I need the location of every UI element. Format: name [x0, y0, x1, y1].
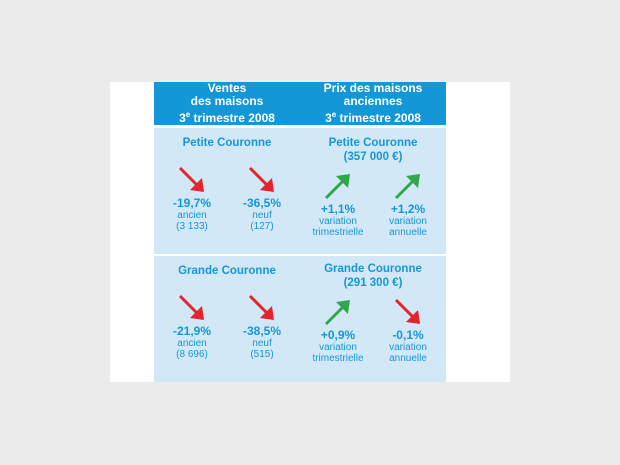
arrow-down-icon [178, 294, 206, 322]
stat-cell: -0,1% variation annuelle [372, 296, 444, 364]
sales-header-sup: e [185, 110, 191, 119]
stat-label: variation [389, 342, 427, 353]
stat-sub: (3 133) [176, 221, 208, 232]
arrow-up-icon [394, 172, 422, 200]
stat-cell: +1,1% variation trimestrielle [302, 170, 374, 238]
stat-value: +0,9% [320, 328, 356, 342]
stat-label: neuf [252, 338, 272, 349]
prices-header-line2: anciennes [343, 94, 403, 108]
stat-value: -0,1% [392, 328, 424, 342]
stat-label: ancien [177, 210, 207, 221]
arrow-up-icon [324, 298, 352, 326]
panel-title: Petite Couronne [328, 137, 418, 149]
stat-cell: -19,7% ancien (3 133) [156, 164, 228, 232]
stat-value: +1,2% [390, 202, 426, 216]
panel-price: (291 300 €) [343, 277, 403, 289]
panel-title: Petite Couronne [182, 137, 272, 149]
prices-header: Prix des maisons anciennes 3e trimestre … [300, 82, 446, 125]
stat-value: -21,9% [172, 324, 212, 338]
arrow-up-icon [324, 172, 352, 200]
prices-column: Prix des maisons anciennes 3e trimestre … [300, 82, 446, 382]
stat-label: ancien [177, 338, 207, 349]
arrow-down-icon [394, 298, 422, 326]
prices-header-sup: e [331, 110, 337, 119]
sales-petite-couronne-panel: Petite Couronne -19,7% ancien (3 133) -3… [154, 128, 300, 254]
stat-sub: (515) [250, 349, 274, 360]
stat-sub: annuelle [389, 353, 427, 364]
stat-sub: trimestrielle [312, 353, 364, 364]
stat-cell: -21,9% ancien (8 696) [156, 292, 228, 360]
arrow-down-icon [248, 294, 276, 322]
infographic: Ventes des maisons 3e trimestre 2008 Pet… [110, 82, 510, 382]
sales-header-line2: des maisons [190, 94, 264, 108]
prices-header-line3: 3e trimestre 2008 [300, 108, 446, 125]
prices-header-num: 3 [325, 111, 332, 125]
prices-grande-couronne-panel: Grande Couronne (291 300 €) +0,9% variat… [300, 256, 446, 382]
panel-title: Grande Couronne [324, 263, 422, 275]
stat-cell: -36,5% neuf (127) [226, 164, 298, 232]
stat-sub: annuelle [389, 227, 427, 238]
sales-grande-couronne-panel [154, 256, 300, 382]
sales-header: Ventes des maisons 3e trimestre 2008 [154, 82, 300, 125]
stat-cell: -38,5% neuf (515) [226, 292, 298, 360]
stat-cell: +1,2% variation annuelle [372, 170, 444, 238]
arrow-down-icon [178, 166, 206, 194]
stat-value: -36,5% [242, 196, 282, 210]
sales-header-num: 3 [179, 111, 186, 125]
stat-sub: trimestrielle [312, 227, 364, 238]
prices-header-line1: Prix des maisons [323, 81, 423, 95]
stat-label: variation [389, 216, 427, 227]
stat-sub: (127) [250, 221, 274, 232]
sales-header-line3: 3e trimestre 2008 [154, 108, 300, 125]
stat-label: variation [319, 216, 357, 227]
stat-sub: (8 696) [176, 349, 208, 360]
arrow-down-icon [248, 166, 276, 194]
panel-title: Grande Couronne [178, 265, 276, 277]
prices-header-rest: trimestre 2008 [336, 111, 421, 125]
stat-value: -19,7% [172, 196, 212, 210]
stat-value: +1,1% [320, 202, 356, 216]
sales-grande-couronne-content: Grande Couronne -21,9% ancien (8 696) -3… [154, 256, 300, 382]
stat-label: neuf [252, 210, 272, 221]
sales-header-rest: trimestre 2008 [190, 111, 275, 125]
panel-price: (357 000 €) [343, 151, 403, 163]
sales-header-line1: Ventes [207, 81, 247, 95]
stat-label: variation [319, 342, 357, 353]
sales-column: Ventes des maisons 3e trimestre 2008 Pet… [154, 82, 300, 382]
stat-cell: +0,9% variation trimestrielle [302, 296, 374, 364]
prices-petite-couronne-panel: Petite Couronne (357 000 €) +1,1% variat… [300, 128, 446, 254]
stat-value: -38,5% [242, 324, 282, 338]
